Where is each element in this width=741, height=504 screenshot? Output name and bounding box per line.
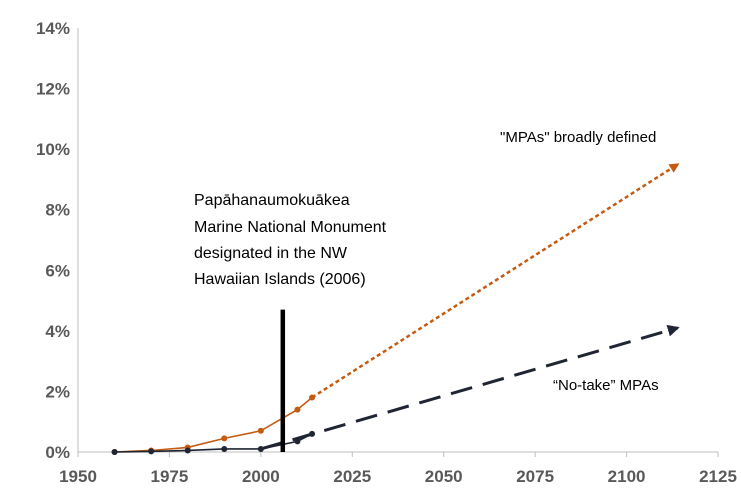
x-tick-label: 1975 xyxy=(151,467,189,486)
data-point-no-take xyxy=(111,449,118,455)
projection-line-mpas-broad xyxy=(311,163,680,399)
data-point-mpas-broad xyxy=(257,427,264,434)
data-point-no-take xyxy=(309,430,316,437)
series-label-no-take: “No-take” MPAs xyxy=(553,377,659,394)
annotation-line-3: designated in the NW xyxy=(194,245,348,262)
y-tick-label: 6% xyxy=(45,261,70,280)
data-point-no-take xyxy=(148,448,155,455)
x-tick-label: 2025 xyxy=(333,467,371,486)
y-tick-label: 10% xyxy=(36,140,70,159)
plot-area xyxy=(111,163,680,455)
data-point-no-take xyxy=(294,438,301,445)
data-point-mpas-broad xyxy=(221,435,228,442)
series-label-mpas-broad: "MPAs" broadly defined xyxy=(500,129,656,146)
projection-line-no-take xyxy=(260,324,680,451)
x-tick-label: 1950 xyxy=(59,467,97,486)
x-axis-ticks: 1950 1975 2000 2025 2050 2075 2100 2125 xyxy=(59,452,737,486)
y-tick-label: 8% xyxy=(45,201,70,220)
y-tick-label: 12% xyxy=(36,80,70,99)
x-tick-label: 2100 xyxy=(608,467,646,486)
data-point-no-take xyxy=(257,445,264,452)
annotation-line-4: Hawaiian Islands (2006) xyxy=(194,271,366,288)
data-point-mpas-broad xyxy=(309,394,316,401)
annotation-line-1: Papāhanaumokuākea xyxy=(194,192,350,209)
y-tick-label: 4% xyxy=(45,322,70,341)
y-axis-ticks: 0% 2% 4% 6% 8% 10% 12% 14% xyxy=(36,19,70,462)
y-tick-label: 2% xyxy=(45,382,70,401)
x-tick-label: 2075 xyxy=(516,467,554,486)
data-point-no-take xyxy=(184,447,191,454)
x-tick-label: 2000 xyxy=(242,467,280,486)
x-tick-label: 2050 xyxy=(425,467,463,486)
data-point-no-take xyxy=(221,445,228,452)
data-point-mpas-broad xyxy=(294,406,301,413)
y-tick-label: 0% xyxy=(45,443,70,462)
y-tick-label: 14% xyxy=(36,19,70,38)
x-tick-label: 2125 xyxy=(699,467,737,486)
annotation-line-2: Marine National Monument xyxy=(194,219,387,236)
